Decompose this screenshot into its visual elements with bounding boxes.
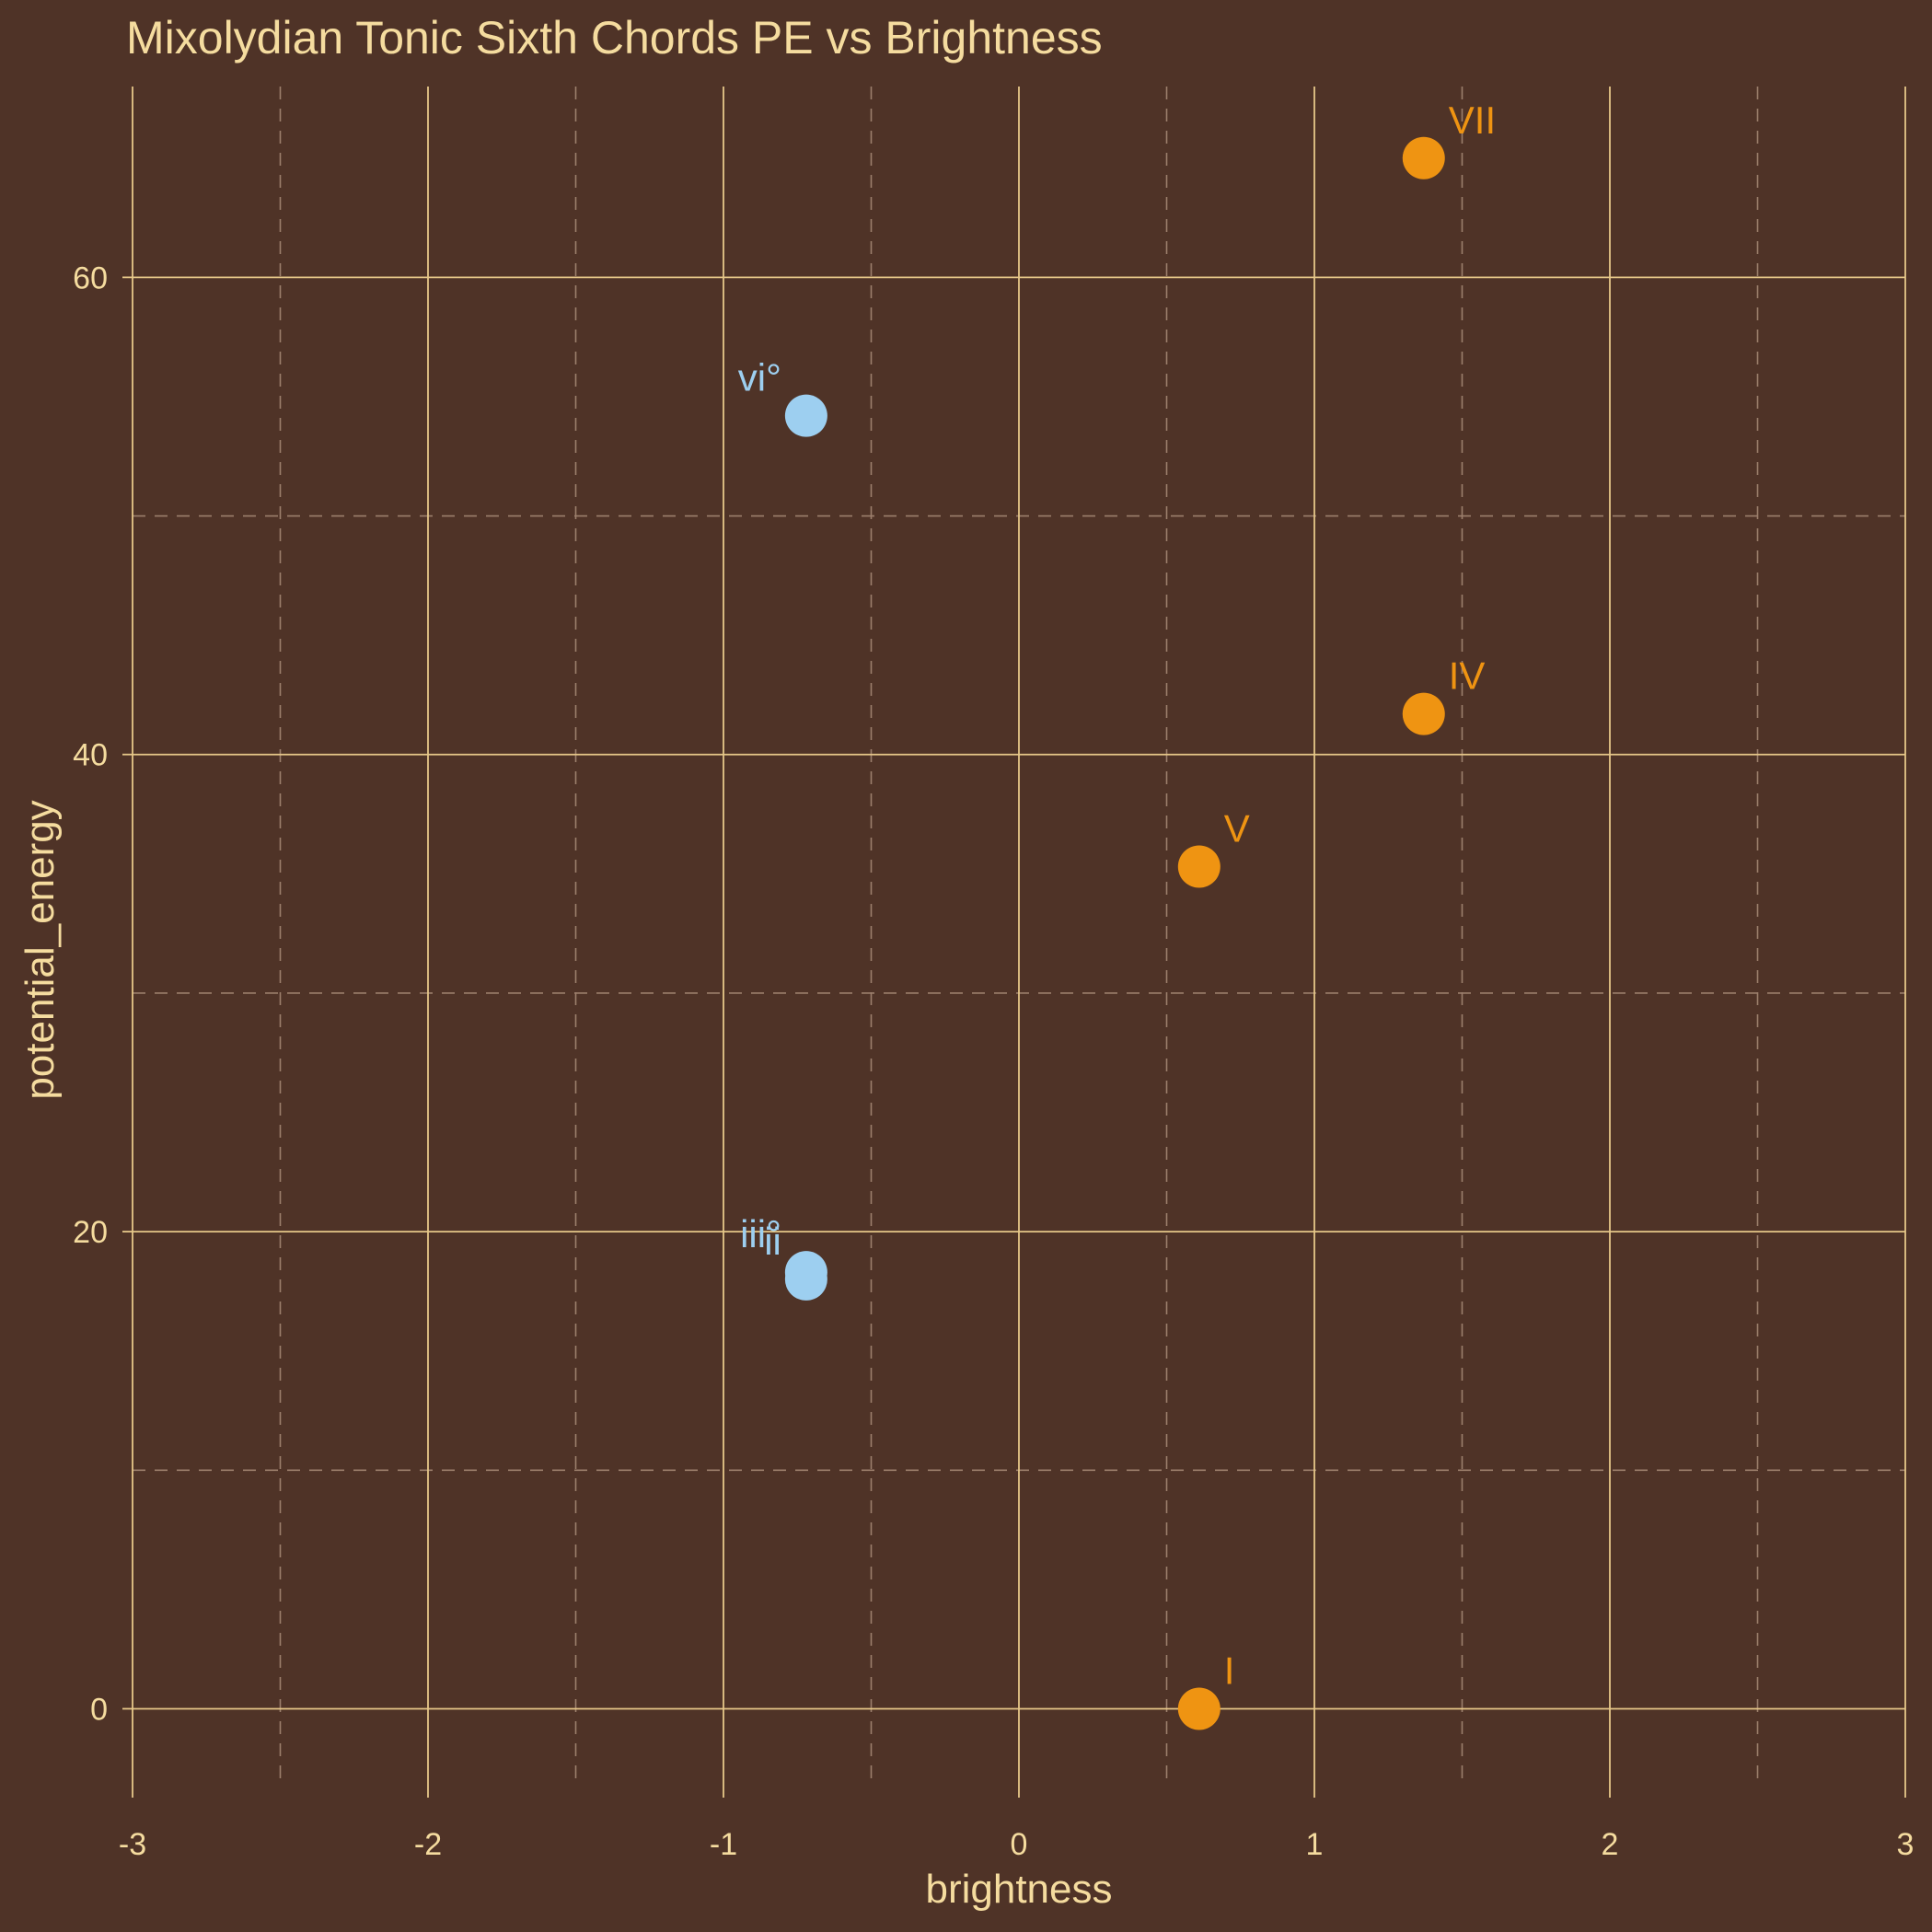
x-tick-label: 1: [1306, 1827, 1324, 1862]
chart-title: Mixolydian Tonic Sixth Chords PE vs Brig…: [126, 12, 1103, 64]
y-tick-label: 60: [73, 260, 108, 295]
x-tick-label: 2: [1602, 1827, 1619, 1862]
x-axis-label: brightness: [925, 1867, 1112, 1912]
data-point: [784, 1257, 827, 1301]
x-tick-label: 3: [1897, 1827, 1915, 1862]
y-tick-label: 40: [73, 738, 108, 773]
point-label: I: [1224, 1649, 1235, 1692]
x-tick-label: -1: [710, 1827, 737, 1862]
point-label: ii: [764, 1220, 781, 1263]
y-axis-ticks: 0 20 40 60: [73, 260, 133, 1727]
major-gridlines: [132, 87, 1906, 1787]
point-label: iii°: [740, 1212, 781, 1255]
point-label: VII: [1449, 98, 1496, 142]
y-axis-label: potential_energy: [17, 800, 63, 1099]
x-tick-label: -3: [119, 1827, 146, 1862]
point-label: vi°: [738, 356, 781, 399]
point-label: V: [1224, 807, 1250, 850]
data-point: [784, 394, 827, 437]
x-tick-label: 0: [1011, 1827, 1028, 1862]
x-tick-label: -2: [414, 1827, 442, 1862]
data-point: [1402, 692, 1445, 735]
point-label: IV: [1449, 654, 1486, 698]
y-tick-label: 0: [90, 1692, 108, 1727]
y-tick-label: 20: [73, 1215, 108, 1250]
data-point: [1177, 1687, 1221, 1730]
data-point: [1402, 136, 1445, 179]
data-point: [1177, 845, 1221, 888]
x-axis-ticks: -3 -2 -1 0 1 2 3: [119, 1787, 1915, 1862]
data-points: [784, 136, 1445, 1730]
